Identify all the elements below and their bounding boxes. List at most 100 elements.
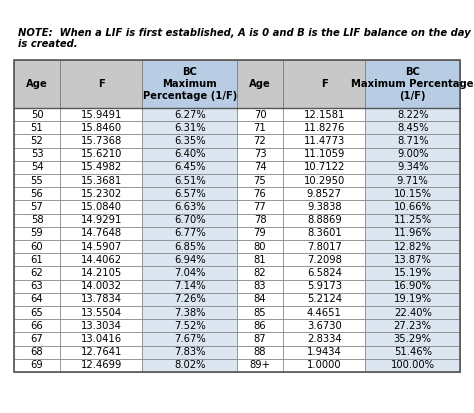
Text: 19.19%: 19.19% [394, 294, 432, 304]
Text: 1.9434: 1.9434 [307, 347, 342, 357]
Text: 6.94%: 6.94% [174, 255, 206, 265]
Bar [60, 187, 143, 200]
Text: 68: 68 [31, 347, 43, 357]
Bar [283, 240, 365, 253]
Bar [14, 293, 60, 306]
Text: 56: 56 [31, 189, 44, 199]
Text: 12.7641: 12.7641 [81, 347, 122, 357]
Bar [283, 280, 365, 293]
Text: 83: 83 [254, 281, 266, 291]
Text: 10.2950: 10.2950 [304, 176, 345, 185]
Bar [14, 280, 60, 293]
Text: 13.0416: 13.0416 [81, 334, 122, 344]
Bar [143, 346, 237, 359]
Text: 7.67%: 7.67% [174, 334, 206, 344]
Bar [143, 280, 237, 293]
Bar [14, 121, 60, 134]
Text: 9.00%: 9.00% [397, 149, 428, 159]
Bar [60, 147, 143, 161]
Bar [365, 227, 460, 240]
Text: 6.77%: 6.77% [174, 228, 206, 238]
Text: 6.5824: 6.5824 [307, 268, 342, 278]
Text: 11.1059: 11.1059 [303, 149, 345, 159]
Bar [60, 266, 143, 280]
Text: 78: 78 [254, 215, 266, 225]
Text: 72: 72 [254, 136, 266, 146]
Bar [14, 306, 60, 319]
Text: BC
Maximum Percentage
(1/F): BC Maximum Percentage (1/F) [352, 67, 474, 101]
Text: 14.5907: 14.5907 [81, 242, 122, 252]
Bar [143, 359, 237, 372]
Text: 6.85%: 6.85% [174, 242, 206, 252]
Text: 74: 74 [254, 162, 266, 172]
Text: 27.23%: 27.23% [394, 321, 432, 331]
Text: 22.40%: 22.40% [394, 308, 432, 318]
Bar [60, 332, 143, 346]
Text: 8.71%: 8.71% [397, 136, 428, 146]
Text: 69: 69 [31, 361, 44, 370]
Text: 67: 67 [31, 334, 44, 344]
Text: 6.70%: 6.70% [174, 215, 206, 225]
Text: 7.2098: 7.2098 [307, 255, 342, 265]
Bar [14, 147, 60, 161]
Bar [283, 147, 365, 161]
Bar [143, 214, 237, 227]
Bar [14, 60, 60, 108]
Text: 9.71%: 9.71% [397, 176, 428, 185]
Bar [283, 214, 365, 227]
Text: 65: 65 [31, 308, 44, 318]
Text: 84: 84 [254, 294, 266, 304]
Text: 57: 57 [31, 202, 44, 212]
Bar [283, 306, 365, 319]
Bar [365, 121, 460, 134]
Text: 13.87%: 13.87% [394, 255, 432, 265]
Bar [283, 346, 365, 359]
Text: 55: 55 [31, 176, 44, 185]
Bar [283, 108, 365, 121]
Bar [60, 108, 143, 121]
Text: 52: 52 [31, 136, 44, 146]
Bar [143, 227, 237, 240]
Bar [283, 332, 365, 346]
Bar [237, 240, 283, 253]
Bar [237, 60, 283, 108]
Bar [283, 253, 365, 266]
Text: 6.57%: 6.57% [174, 189, 206, 199]
Text: 5.9173: 5.9173 [307, 281, 342, 291]
Text: 15.3681: 15.3681 [81, 176, 122, 185]
Bar [143, 332, 237, 346]
Bar [14, 359, 60, 372]
Bar [237, 280, 283, 293]
Text: 100.00%: 100.00% [391, 361, 435, 370]
Text: 12.1581: 12.1581 [303, 109, 345, 120]
Bar [143, 266, 237, 280]
Bar [365, 280, 460, 293]
Bar [60, 227, 143, 240]
Bar [14, 240, 60, 253]
Text: 87: 87 [254, 334, 266, 344]
Text: 15.0840: 15.0840 [81, 202, 122, 212]
Bar [143, 319, 237, 332]
Bar [14, 200, 60, 214]
Text: 15.4982: 15.4982 [81, 162, 122, 172]
Text: 12.82%: 12.82% [394, 242, 432, 252]
Text: 85: 85 [254, 308, 266, 318]
Text: 6.45%: 6.45% [174, 162, 206, 172]
Bar [60, 346, 143, 359]
Bar [14, 266, 60, 280]
Bar [283, 134, 365, 147]
Bar [143, 147, 237, 161]
Bar [283, 200, 365, 214]
Text: 61: 61 [31, 255, 44, 265]
Text: 9.8527: 9.8527 [307, 189, 342, 199]
Bar [14, 332, 60, 346]
Bar [60, 280, 143, 293]
Text: 15.8460: 15.8460 [81, 123, 122, 133]
Text: 53: 53 [31, 149, 43, 159]
Bar [60, 121, 143, 134]
Bar [14, 108, 60, 121]
Bar [143, 293, 237, 306]
Text: BC
Maximum
Percentage (1/F): BC Maximum Percentage (1/F) [143, 67, 237, 101]
Text: 14.2105: 14.2105 [81, 268, 122, 278]
Bar [237, 147, 283, 161]
